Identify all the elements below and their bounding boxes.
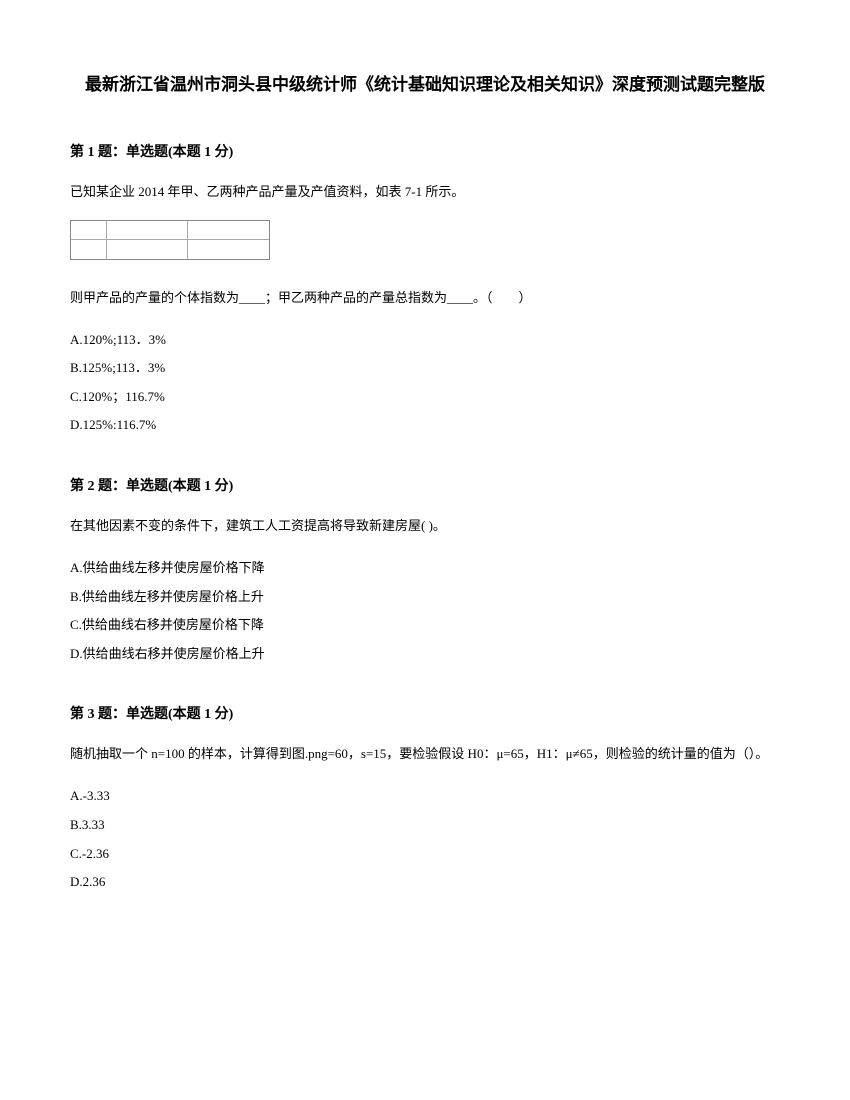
question-1-option-b: B.125%;113．3% (70, 354, 780, 383)
question-3-option-a: A.-3.33 (70, 782, 780, 811)
document-title: 最新浙江省温州市洞头县中级统计师《统计基础知识理论及相关知识》深度预测试题完整版 (70, 70, 780, 101)
question-1: 第 1 题：单选题(本题 1 分) 已知某企业 2014 年甲、乙两种产品产量及… (70, 141, 780, 440)
question-3-option-d: D.2.36 (70, 868, 780, 897)
question-3: 第 3 题：单选题(本题 1 分) 随机抽取一个 n=100 的样本，计算得到图… (70, 703, 780, 896)
question-1-header: 第 1 题：单选题(本题 1 分) (70, 141, 780, 161)
question-2-text: 在其他因素不变的条件下，建筑工人工资提高将导致新建房屋( )。 (70, 513, 780, 539)
question-2: 第 2 题：单选题(本题 1 分) 在其他因素不变的条件下，建筑工人工资提高将导… (70, 475, 780, 668)
question-1-options: A.120%;113．3% B.125%;113．3% C.120%；116.7… (70, 326, 780, 440)
question-2-option-d: D.供给曲线右移并使房屋价格上升 (70, 640, 780, 669)
question-3-header: 第 3 题：单选题(本题 1 分) (70, 703, 780, 723)
question-1-option-d: D.125%:116.7% (70, 411, 780, 440)
question-1-text-1: 已知某企业 2014 年甲、乙两种产品产量及产值资料，如表 7-1 所示。 (70, 179, 780, 205)
question-1-text-2: 则甲产品的产量的个体指数为____；甲乙两种产品的产量总指数为____。（ ） (70, 285, 780, 311)
question-1-option-c: C.120%；116.7% (70, 383, 780, 412)
question-3-option-c: C.-2.36 (70, 840, 780, 869)
question-1-option-a: A.120%;113．3% (70, 326, 780, 355)
question-2-header: 第 2 题：单选题(本题 1 分) (70, 475, 780, 495)
question-3-options: A.-3.33 B.3.33 C.-2.36 D.2.36 (70, 782, 780, 896)
question-2-option-a: A.供给曲线左移并使房屋价格下降 (70, 554, 780, 583)
table-7-1 (70, 220, 270, 260)
question-2-options: A.供给曲线左移并使房屋价格下降 B.供给曲线左移并使房屋价格上升 C.供给曲线… (70, 554, 780, 668)
question-2-option-c: C.供给曲线右移并使房屋价格下降 (70, 611, 780, 640)
question-3-text: 随机抽取一个 n=100 的样本，计算得到图.png=60，s=15，要检验假设… (70, 741, 780, 767)
question-3-option-b: B.3.33 (70, 811, 780, 840)
question-2-option-b: B.供给曲线左移并使房屋价格上升 (70, 583, 780, 612)
